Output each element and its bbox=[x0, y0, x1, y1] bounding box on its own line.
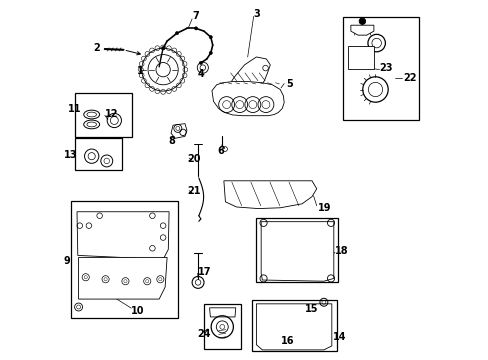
Text: 16: 16 bbox=[281, 336, 294, 346]
Polygon shape bbox=[209, 308, 235, 317]
Polygon shape bbox=[224, 181, 316, 208]
Text: 19: 19 bbox=[318, 203, 331, 213]
Polygon shape bbox=[211, 82, 284, 116]
Polygon shape bbox=[171, 123, 186, 138]
Circle shape bbox=[194, 27, 197, 30]
Text: 4: 4 bbox=[198, 69, 204, 78]
Text: 3: 3 bbox=[253, 9, 260, 19]
Text: 6: 6 bbox=[217, 146, 224, 156]
Text: 20: 20 bbox=[187, 154, 201, 163]
Text: 11: 11 bbox=[68, 104, 81, 113]
Text: 22: 22 bbox=[403, 73, 416, 82]
Text: 1: 1 bbox=[136, 66, 143, 76]
Text: 14: 14 bbox=[332, 332, 346, 342]
Bar bbox=[75, 138, 122, 170]
Polygon shape bbox=[225, 57, 270, 94]
Text: 24: 24 bbox=[197, 329, 211, 339]
Text: 10: 10 bbox=[131, 306, 144, 316]
Text: 7: 7 bbox=[192, 12, 199, 22]
Text: 17: 17 bbox=[197, 267, 211, 277]
Bar bbox=[342, 17, 418, 120]
Text: 23: 23 bbox=[379, 63, 392, 73]
Bar bbox=[75, 94, 132, 137]
Circle shape bbox=[209, 51, 212, 55]
Circle shape bbox=[175, 32, 178, 35]
Bar bbox=[251, 300, 336, 351]
Circle shape bbox=[199, 61, 202, 64]
Bar bbox=[70, 201, 178, 318]
Polygon shape bbox=[261, 222, 333, 281]
Polygon shape bbox=[77, 212, 169, 260]
Text: 8: 8 bbox=[168, 136, 175, 146]
Text: 2: 2 bbox=[94, 43, 100, 53]
Circle shape bbox=[359, 18, 365, 24]
Text: 15: 15 bbox=[304, 305, 318, 314]
Text: 21: 21 bbox=[186, 186, 200, 196]
Text: 18: 18 bbox=[334, 246, 348, 256]
Text: 5: 5 bbox=[285, 78, 292, 89]
Polygon shape bbox=[256, 304, 331, 350]
Bar bbox=[256, 218, 337, 282]
Polygon shape bbox=[350, 25, 373, 35]
Circle shape bbox=[161, 47, 164, 50]
Text: 13: 13 bbox=[64, 150, 78, 161]
Text: 12: 12 bbox=[104, 109, 118, 119]
Polygon shape bbox=[79, 257, 167, 299]
Circle shape bbox=[209, 36, 212, 39]
Text: 9: 9 bbox=[63, 256, 70, 266]
Bar bbox=[348, 46, 373, 69]
Bar bbox=[203, 304, 240, 349]
